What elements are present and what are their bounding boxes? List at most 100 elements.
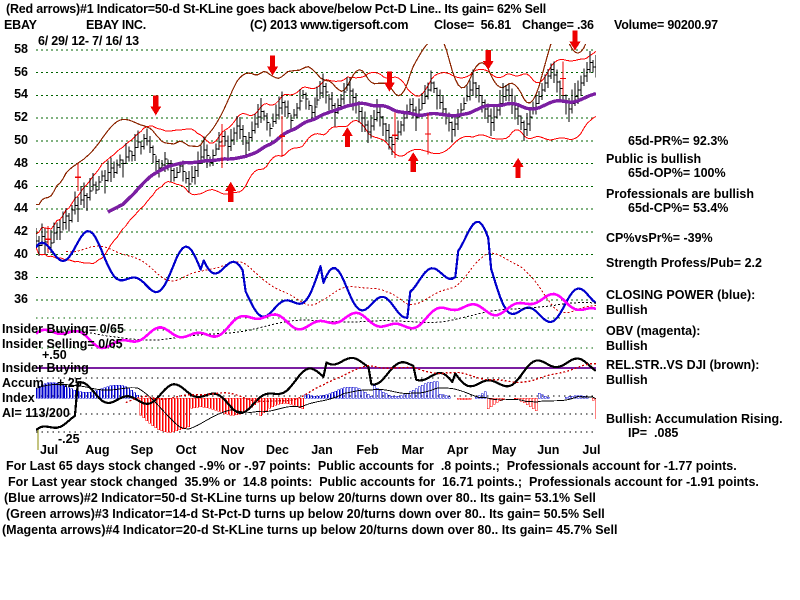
- accumulation-bar: [361, 390, 364, 399]
- distribution-bar: [208, 397, 211, 409]
- accumulation-bar: [397, 395, 400, 399]
- accumulation-bar: [445, 395, 448, 399]
- accumulation-bar: [418, 386, 421, 399]
- price-tick-46: 46: [14, 178, 28, 193]
- bollinger-upper-band: [36, 50, 596, 235]
- red-indicator-spikes: [45, 61, 566, 253]
- accumulation-bar: [382, 392, 385, 399]
- date-range: 6/ 29/ 12- 7/ 16/ 13: [38, 34, 139, 48]
- month-label-apr-9: Apr: [446, 443, 469, 457]
- accumulation-bar: [310, 395, 313, 399]
- accumulation-bars: [36, 381, 596, 433]
- accumulation-bar: [352, 386, 355, 399]
- strength-ratio-stat: Strength Profess/Pub= 2.2: [606, 256, 762, 270]
- professional-sentiment-label: Professionals are bullish: [606, 187, 754, 201]
- accumulation-bar: [307, 394, 310, 399]
- accumulation-bar: [483, 391, 487, 399]
- accumulation-bar: [55, 382, 59, 399]
- copyright-notice: (C) 2013 www.tigersoft.com: [250, 18, 409, 32]
- accumulation-index-line: [36, 356, 596, 431]
- distribution-bar: [190, 397, 193, 409]
- accumulation-bar: [325, 394, 328, 399]
- distribution-bar: [142, 397, 146, 419]
- accumulation-bar: [474, 396, 478, 399]
- month-label-may-10: May: [492, 443, 517, 457]
- accumulation-bar: [480, 393, 484, 399]
- distribution-bar: [495, 397, 499, 403]
- distribution-bar: [265, 397, 268, 411]
- price-tick-50: 50: [14, 132, 28, 147]
- distribution-bar: [594, 397, 596, 419]
- price-tick-54: 54: [14, 87, 28, 102]
- distribution-bar: [226, 397, 229, 415]
- accumulation-bar: [40, 384, 44, 399]
- price-tick-48: 48: [14, 155, 28, 170]
- accumulation-bar: [427, 382, 430, 399]
- distribution-bar: [181, 397, 184, 429]
- accumulation-bar: [106, 386, 110, 399]
- accumulation-bar: [442, 394, 445, 399]
- sell-arrow-icon: [569, 30, 581, 51]
- accumulation-bar: [391, 395, 394, 399]
- accumulation-bar: [61, 384, 65, 399]
- distribution-bar: [486, 397, 490, 410]
- accumulation-bar: [564, 396, 568, 399]
- distribution-bar: [184, 397, 187, 428]
- accumulation-bar: [313, 395, 316, 399]
- ai-value-caption: AI= 113/200: [2, 406, 70, 420]
- accumulation-bar: [37, 386, 41, 399]
- accumulation-bar: [43, 383, 47, 399]
- distribution-bar: [238, 397, 241, 415]
- accumulation-bar: [355, 387, 358, 399]
- distribution-bar: [528, 397, 532, 407]
- moving-average-line: [107, 91, 596, 214]
- accumulation-bar: [436, 381, 439, 399]
- month-label-aug-1: Aug: [85, 443, 110, 457]
- accumulation-bar: [322, 395, 325, 399]
- ticker-symbol: EBAY: [4, 18, 37, 32]
- accumulation-bar: [376, 387, 379, 399]
- accumulation-bar: [364, 391, 367, 399]
- accumulation-bar: [118, 384, 122, 399]
- accumulation-bar: [70, 388, 74, 399]
- buy-arrow-icon: [225, 181, 237, 202]
- price-tick-56: 56: [14, 64, 28, 79]
- buy-arrow-icon: [341, 127, 353, 148]
- distribution-bar: [145, 397, 149, 421]
- accumulation-bar: [385, 393, 388, 399]
- accumulation-bar: [358, 388, 361, 399]
- accumulation-bar: [115, 384, 119, 399]
- accumulation-bar: [49, 382, 53, 399]
- accumulation-bar: [373, 385, 376, 399]
- closing-power-legend-value: Bullish: [606, 303, 648, 317]
- accumulation-bar: [100, 388, 104, 399]
- accumulation-bar: [85, 392, 89, 399]
- distribution-bar: [244, 397, 247, 412]
- accumulation-bar: [82, 391, 86, 399]
- month-label-sep-2: Sep: [130, 443, 154, 457]
- month-label-nov-4: Nov: [220, 443, 245, 457]
- price-tick-42: 42: [14, 223, 28, 238]
- relstr-legend-title: REL.STR..VS DJI (brown):: [606, 358, 760, 372]
- closing-power-line: [36, 220, 596, 324]
- distribution-bar: [217, 397, 220, 412]
- accumulation-bar: [394, 396, 397, 399]
- distribution-bar: [148, 397, 152, 424]
- accumulation-bar: [88, 391, 92, 399]
- footer-year-summary: For Last year stock changed 35.9% or 14.…: [8, 475, 759, 489]
- obv-line: [36, 292, 596, 350]
- cp-percent-stat: 65d-CP%= 53.4%: [628, 201, 729, 215]
- price-tick-38: 38: [14, 269, 28, 284]
- month-label-jul-0: Jul: [40, 443, 59, 457]
- signal-arrows: [150, 30, 581, 202]
- price-tick-58: 58: [14, 42, 28, 56]
- sell-arrow-icon: [482, 49, 494, 70]
- buy-arrow-icon: [512, 157, 524, 178]
- buy-arrow-icon: [407, 152, 419, 173]
- blue-arrow-legend: (Blue arrows)#2 Indicator=50-d St-KLine …: [4, 491, 596, 505]
- accumulation-bar: [64, 386, 68, 399]
- month-label-oct-3: Oct: [175, 443, 197, 457]
- distribution-bar: [519, 397, 523, 402]
